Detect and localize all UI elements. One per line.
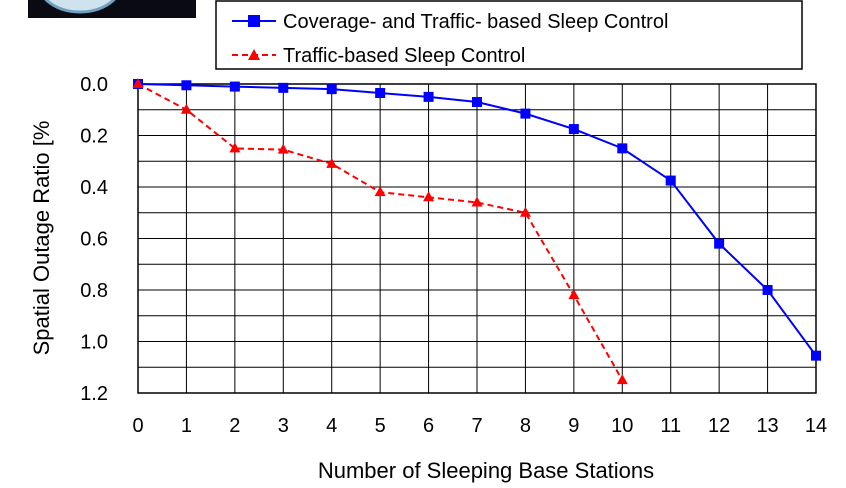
grid-layer <box>138 84 816 393</box>
y-tick-labels: 0.0 0.2 0.4 0.6 0.8 1.0 1.2 <box>80 74 108 405</box>
data-point <box>181 80 192 91</box>
legend-entry-coverage-traffic: Coverage- and Traffic- based Sleep Contr… <box>232 11 668 33</box>
x-tick-label: 6 <box>423 415 434 437</box>
x-tick-label: 8 <box>520 415 531 437</box>
legend-triangle-marker-icon <box>248 49 260 60</box>
x-tick-label: 0 <box>132 415 143 437</box>
data-point <box>278 82 289 93</box>
y-tick-label: 0.8 <box>80 280 108 302</box>
x-axis-label: Number of Sleeping Base Stations <box>318 458 654 483</box>
legend-box <box>215 0 803 70</box>
x-tick-label: 4 <box>326 415 337 437</box>
data-point <box>375 88 386 99</box>
data-point <box>180 103 192 114</box>
legend-label-traffic: Traffic-based Sleep Control <box>283 45 525 67</box>
x-tick-label: 5 <box>375 415 386 437</box>
y-tick-label: 1.0 <box>80 332 108 354</box>
x-tick-label: 9 <box>568 415 579 437</box>
y-tick-label: 0.4 <box>80 177 108 199</box>
data-point <box>665 175 676 186</box>
data-point <box>326 157 338 168</box>
legend-label-coverage-traffic: Coverage- and Traffic- based Sleep Contr… <box>283 11 668 33</box>
data-point <box>229 81 240 92</box>
series-traffic <box>132 78 628 385</box>
x-tick-label: 2 <box>229 415 240 437</box>
x-tick-label: 7 <box>471 415 482 437</box>
data-point <box>568 124 579 135</box>
data-point <box>714 238 725 249</box>
data-point <box>423 91 434 102</box>
legend-entry-traffic: Traffic-based Sleep Control <box>232 45 525 67</box>
y-axis-label: Spatial Outage Ratio [% <box>29 121 54 356</box>
data-point <box>471 196 483 207</box>
x-tick-label: 3 <box>278 415 289 437</box>
data-point <box>616 374 628 385</box>
data-point <box>229 142 241 153</box>
data-point <box>762 285 773 295</box>
cropped-thumbnail <box>28 0 196 18</box>
x-tick-label: 11 <box>660 415 681 437</box>
legend: Coverage- and Traffic- based Sleep Contr… <box>215 0 803 70</box>
x-tick-label: 12 <box>708 415 730 437</box>
x-tick-label: 10 <box>611 415 633 437</box>
y-tick-label: 0.6 <box>80 229 108 251</box>
series-layer <box>132 78 821 385</box>
data-point <box>519 206 531 217</box>
data-point <box>132 78 144 88</box>
data-point <box>617 143 628 154</box>
x-tick-label: 13 <box>756 415 778 437</box>
y-tick-label: 0.2 <box>80 126 108 148</box>
data-point <box>374 186 386 197</box>
data-point <box>277 143 289 154</box>
y-tick-label: 0.0 <box>80 74 108 96</box>
data-point <box>472 97 482 108</box>
data-point <box>520 108 531 119</box>
y-tick-label: 1.2 <box>80 383 108 405</box>
plot-frame <box>137 83 817 394</box>
legend-square-marker-icon <box>248 15 260 27</box>
data-point <box>568 289 580 300</box>
data-point <box>423 191 435 202</box>
data-point <box>811 350 821 361</box>
x-tick-label: 1 <box>181 415 192 437</box>
x-tick-label: 14 <box>805 415 827 437</box>
data-point <box>326 84 337 95</box>
x-tick-labels: 0 1 2 3 4 5 6 7 8 9 10 11 12 13 14 <box>132 415 827 437</box>
